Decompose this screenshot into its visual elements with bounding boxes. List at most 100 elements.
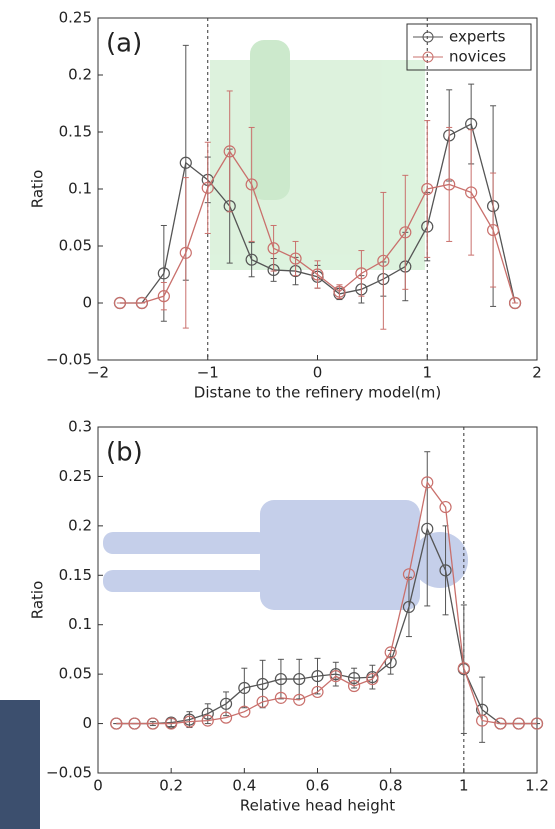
error-bar [270, 224, 277, 272]
y-tick-label: 0.15 [59, 123, 92, 141]
data-point [128, 717, 141, 730]
data-point [311, 685, 324, 699]
data-point [508, 296, 522, 310]
error-bar [204, 141, 211, 234]
data-point [256, 677, 269, 691]
data-point [165, 717, 178, 730]
x-axis-label: Relative head height [240, 797, 395, 815]
y-tick-label: 0.1 [68, 615, 92, 633]
error-bar [248, 242, 255, 278]
y-axis-label: Ratio [29, 170, 47, 209]
data-point [289, 252, 302, 265]
error-bar [424, 120, 431, 258]
x-tick-label: 1 [459, 777, 469, 795]
data-point [439, 500, 452, 514]
data-point [219, 697, 233, 710]
data-point [238, 705, 251, 718]
data-point [399, 226, 412, 239]
y-tick-label: −0.05 [46, 351, 92, 369]
refinery-illustration [210, 40, 425, 270]
y-tick-label: 0.05 [59, 665, 92, 683]
human-silhouette [103, 500, 468, 610]
x-tick-label: 0.2 [159, 777, 183, 795]
series-line [116, 480, 537, 725]
data-point [223, 145, 236, 158]
data-point [135, 296, 148, 310]
data-point [201, 707, 214, 720]
y-tick-label: 0.25 [59, 467, 92, 485]
data-point [293, 672, 306, 686]
data-point [245, 178, 258, 191]
error-bar [490, 172, 497, 288]
data-point [355, 267, 368, 280]
x-tick-label: 0.8 [379, 777, 403, 795]
data-point [377, 254, 390, 267]
data-point [256, 695, 269, 708]
data-point [219, 711, 233, 724]
x-axis-label: Distane to the refinery model(m) [194, 384, 441, 402]
data-point [421, 522, 434, 535]
error-bar [314, 657, 321, 695]
x-tick-label: 1.2 [525, 777, 549, 795]
data-point [512, 717, 525, 730]
error-bar [182, 177, 189, 329]
data-point [439, 564, 452, 577]
panel-label: (b) [106, 438, 143, 468]
data-point [267, 242, 280, 255]
error-bar [402, 174, 409, 290]
error-bar [314, 260, 321, 289]
error-bar [292, 240, 299, 277]
error-bar [446, 126, 453, 242]
x-tick-label: −2 [87, 364, 109, 382]
data-point [421, 182, 434, 196]
data-point [274, 691, 288, 704]
data-point [347, 671, 361, 685]
error-bar [226, 90, 233, 213]
data-point [113, 296, 127, 310]
data-point [311, 670, 324, 683]
x-tick-label: 2 [532, 364, 542, 382]
legend-label: experts [449, 28, 506, 46]
error-bar [380, 191, 387, 330]
error-bar [351, 667, 358, 689]
data-point [443, 178, 456, 191]
data-point [402, 600, 416, 614]
data-point [293, 693, 306, 706]
data-point [384, 646, 397, 659]
x-tick-label: 0.4 [232, 777, 256, 795]
y-tick-label: 0.05 [59, 237, 92, 255]
data-point [421, 476, 434, 489]
y-tick-label: 0 [82, 714, 92, 732]
y-tick-label: 0.2 [68, 516, 92, 534]
data-point [465, 186, 478, 199]
data-point [530, 717, 544, 730]
data-point [179, 246, 192, 259]
data-point [201, 714, 214, 727]
legend-box [406, 23, 532, 71]
data-point [333, 285, 346, 298]
data-point [146, 717, 159, 730]
x-tick-label: 0.6 [306, 777, 330, 795]
data-point [487, 223, 500, 237]
data-point [347, 679, 361, 693]
data-point [179, 156, 192, 169]
data-point [457, 662, 470, 675]
data-point [311, 268, 324, 281]
data-point [110, 717, 123, 730]
error-bar [160, 281, 167, 311]
data-point [366, 672, 379, 686]
y-tick-label: 0.15 [59, 566, 92, 584]
error-bar [405, 576, 412, 638]
error-bar [241, 667, 248, 709]
y-tick-label: −0.05 [46, 764, 92, 782]
error-bar [468, 129, 475, 256]
x-tick-label: 0 [93, 777, 103, 795]
data-point [201, 181, 214, 194]
data-point [384, 656, 397, 669]
error-bar [479, 676, 486, 743]
data-point [274, 672, 288, 686]
data-point [329, 670, 342, 683]
y-tick-label: 0 [82, 294, 92, 312]
data-point [183, 715, 196, 728]
y-tick-label: 0.2 [68, 66, 92, 84]
